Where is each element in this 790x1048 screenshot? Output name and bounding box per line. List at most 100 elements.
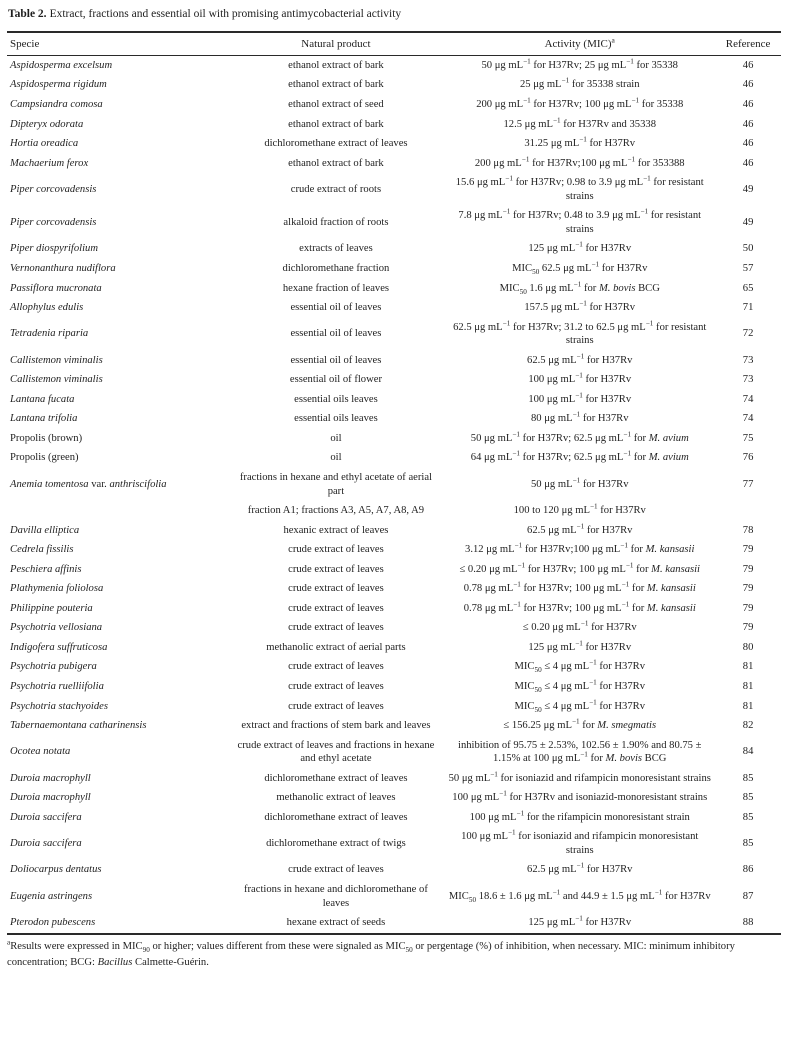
product-cell: extracts of leaves [299,243,373,255]
reference-cell: 49 [742,183,754,195]
product-cell: methanolic extract of aerial parts [266,641,406,653]
reference-cell: 81 [742,661,754,673]
header-natural-product: Natural product [227,31,445,56]
product-cell: fractions in hexane and dichloromethane … [244,884,428,909]
activity-cell: MIC50 18.6 ± 1.6 μg mL−1 and 44.9 ± 1.5 … [448,888,711,904]
product-cell: ethanol extract of bark [288,59,384,71]
activity-cell: 15.6 μg mL−1 for H37Rv; 0.98 to 3.9 μg m… [455,174,704,202]
specie-cell: Campsiandra comosa [10,99,103,111]
activity-cell: 50 μg mL−1 for isoniazid and rifampicin … [448,770,711,784]
specie-cell: Callistemon viminalis [10,354,103,366]
reference-cell: 46 [742,99,754,111]
reference-cell: 79 [742,602,754,614]
product-cell: ethanol extract of bark [288,79,384,91]
specie-cell: Psychotria ruelliifolia [10,680,104,692]
product-cell: crude extract of leaves [288,563,384,575]
activity-cell: 157.5 μg mL−1 for H37Rv [524,299,636,314]
reference-cell: 49 [742,217,754,229]
reference-cell: 74 [742,413,754,425]
product-cell: crude extract of leaves [288,544,384,556]
reference-cell: 46 [742,59,754,71]
reference-cell: 72 [742,328,754,340]
specie-cell: Allophylus edulis [10,302,84,314]
table-row: Vernonanthura nudiflora dichloromethane f… [7,259,781,279]
specie-cell: Hortia oreadica [10,138,79,150]
table-title: Extract, fractions and essential oil wit… [49,8,402,20]
reference-cell [715,501,781,521]
header-activity: Activity (MIC)a [444,31,716,56]
specie-cell: Machaerium ferox [10,157,89,169]
table-row: Tetradenia riparia essential oil of leave… [7,318,781,351]
activity-cell: 125 μg mL−1 for H37Rv [528,240,632,255]
reference-cell: 85 [742,772,754,784]
reference-cell: 85 [742,811,754,823]
specie-cell: Duroia saccifera [10,811,82,823]
reference-cell: 79 [742,563,754,575]
product-cell: dichloromethane extract of twigs [266,838,406,850]
specie-cell: Davilla elliptica [10,524,80,536]
specie-cell: Philippine pouteria [10,602,93,614]
table-row: Lantana trifolia essential oils leaves 80 … [7,409,781,429]
product-cell: dichloromethane fraction [282,262,390,274]
specie-cell: Propolis (green) [10,452,79,464]
activity-cell: MIC50 1.6 μg mL−1 for M. bovis BCG [499,279,660,296]
reference-cell: 71 [742,302,754,314]
product-cell: crude extract of leaves [288,583,384,595]
product-cell: crude extract of roots [290,183,382,195]
activity-cell: 31.25 μg mL−1 for H37Rv [524,135,636,150]
table-label: Table 2. [8,8,47,20]
activity-cell: 100 μg mL−1 for the rifampicin monoresis… [469,809,690,823]
product-cell: ethanol extract of seed [288,99,384,111]
activity-cell: 0.78 μg mL−1 for H37Rv; 100 μg mL−1 for … [463,600,696,614]
specie-cell: Dipteryx odorata [10,118,84,130]
product-cell: crude extract of leaves and fractions in… [237,739,435,765]
table-row: Davilla elliptica hexanic extract of leav… [7,521,781,541]
specie-cell: Piper corcovadensis [10,217,97,229]
product-cell: ethanol extract of bark [288,118,384,130]
reference-cell: 82 [742,720,754,732]
table-row: Machaerium ferox ethanol extract of bark 2… [7,154,781,174]
activity-cell: 200 μg mL−1 for H37Rv; 100 μg mL−1 for 3… [476,96,684,111]
table-row: Piper diospyrifolium extracts of leaves 12… [7,239,781,259]
product-cell: essential oils leaves [294,413,378,425]
table-row: Duroia macrophyll dichloromethane extract… [7,769,781,789]
activity-cell: 125 μg mL−1 for H37Rv [528,914,632,929]
reference-cell: 84 [742,746,754,758]
table-row: Duroia saccifera dichloromethane extract … [7,808,781,828]
activity-cell: MIC50 ≤ 4 μg mL−1 for H37Rv [514,658,645,675]
reference-cell: 46 [742,138,754,150]
table-row: Piper corcovadensis alkaloid fraction of … [7,206,781,239]
activity-cell: 62.5 μg mL−1 for H37Rv [527,522,633,536]
product-cell: fractions in hexane and ethyl acetate of… [239,471,432,497]
activity-cell: MIC50 62.5 μg mL−1 for H37Rv [512,260,648,277]
reference-cell: 57 [742,262,754,274]
specie-cell: Anemia tomentosa var. anthriscifolia [10,478,167,490]
specie-cell: Lantana trifolia [10,413,78,425]
reference-cell: 46 [742,79,754,91]
table-row: Psychotria stachyoides crude extract of l… [7,697,781,717]
table-row: Dipteryx odorata ethanol extract of bark 1… [7,115,781,135]
specie-cell: Ocotea notata [10,746,71,758]
table-caption: Table 2. Extract, fractions and essential… [8,7,781,22]
reference-cell: 46 [742,157,754,169]
reference-cell: 88 [742,917,754,929]
reference-cell: 74 [742,393,754,405]
product-cell: crude extract of leaves [288,602,384,614]
specie-cell: Piper corcovadensis [10,183,97,195]
specie-cell: Propolis (brown) [10,432,83,444]
reference-cell: 79 [742,544,754,556]
table-row: Eugenia astringens fractions in hexane an… [7,880,781,913]
specie-cell: Piper diospyrifolium [10,243,98,255]
reference-cell: 46 [742,118,754,130]
reference-cell: 81 [742,680,754,692]
reference-cell: 85 [742,792,754,804]
table-row: Callistemon viminalis essential oil of le… [7,351,781,371]
reference-cell: 87 [742,890,754,902]
activity-cell: 125 μg mL−1 for H37Rv [528,639,632,653]
table-row: Plathymenia foliolosa crude extract of le… [7,579,781,599]
product-cell: ethanol extract of bark [288,157,384,169]
activity-cell: 80 μg mL−1 for H37Rv [530,410,629,425]
product-cell: essential oil of leaves [290,302,382,314]
table-row: Propolis (green) oil 64 μg mL−1 for H37Rv;… [7,448,781,468]
activity-cell: 62.5 μg mL−1 for H37Rv [527,352,633,366]
